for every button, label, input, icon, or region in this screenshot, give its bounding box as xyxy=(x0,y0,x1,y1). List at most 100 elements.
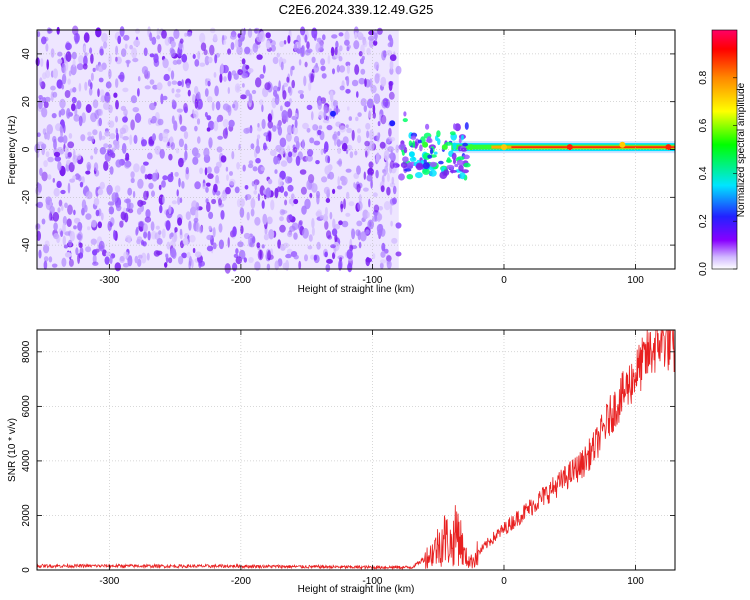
noise-speckle xyxy=(67,151,73,158)
noise-speckle xyxy=(279,137,287,148)
noise-speckle xyxy=(256,134,261,140)
noise-speckle xyxy=(213,120,219,132)
noise-speckle xyxy=(227,48,232,55)
noise-speckle xyxy=(82,189,86,195)
noise-speckle xyxy=(288,86,293,96)
noise-speckle xyxy=(91,219,97,228)
noise-speckle xyxy=(284,176,292,184)
noise-speckle xyxy=(187,89,191,97)
noise-speckle xyxy=(348,201,355,207)
noise-speckle xyxy=(279,40,285,48)
noise-speckle xyxy=(368,109,372,119)
noise-speckle xyxy=(279,216,284,222)
noise-speckle xyxy=(65,60,69,71)
noise-speckle xyxy=(383,150,390,161)
noise-speckle xyxy=(357,128,361,134)
transition-blob xyxy=(456,159,464,166)
y-tick-label: 2000 xyxy=(21,504,32,527)
noise-speckle xyxy=(182,237,189,246)
noise-speckle xyxy=(205,182,211,187)
noise-speckle xyxy=(291,222,299,231)
noise-speckle xyxy=(249,242,255,248)
noise-speckle xyxy=(193,217,199,223)
noise-speckle xyxy=(95,209,100,217)
transition-blob xyxy=(412,156,416,161)
noise-speckle xyxy=(36,230,41,241)
y-tick-label: 0 xyxy=(21,567,32,573)
noise-speckle xyxy=(151,190,155,197)
noise-speckle xyxy=(216,146,223,153)
noise-speckle xyxy=(339,125,346,133)
noise-speckle xyxy=(245,127,253,134)
noise-speckle xyxy=(306,127,311,133)
noise-speckle xyxy=(59,125,63,133)
noise-speckle xyxy=(85,170,91,175)
transition-blob xyxy=(454,163,459,168)
noise-speckle xyxy=(353,40,360,50)
noise-speckle xyxy=(395,144,400,153)
noise-speckle xyxy=(78,115,83,127)
transition-blob xyxy=(457,156,465,161)
noise-speckle xyxy=(272,125,277,132)
noise-speckle xyxy=(254,182,257,191)
noise-speckle xyxy=(247,68,254,73)
noise-speckle xyxy=(78,82,82,92)
noise-speckle xyxy=(286,155,293,164)
noise-speckle xyxy=(365,256,371,267)
x-tick-label: 0 xyxy=(501,576,507,587)
noise-speckle xyxy=(346,249,353,260)
noise-speckle xyxy=(243,257,247,263)
noise-speckle xyxy=(395,65,402,75)
noise-speckle xyxy=(324,251,328,258)
noise-speckle xyxy=(368,30,375,36)
noise-speckle xyxy=(290,193,295,200)
noise-speckle xyxy=(63,123,66,134)
noise-speckle xyxy=(320,58,326,66)
noise-speckle xyxy=(165,253,169,258)
noise-speckle xyxy=(242,251,246,260)
noise-speckle xyxy=(220,155,227,163)
noise-speckle xyxy=(54,156,62,162)
noise-speckle xyxy=(161,131,169,139)
noise-speckle xyxy=(386,260,392,269)
feature-point xyxy=(422,141,429,148)
noise-speckle xyxy=(67,141,75,149)
noise-speckle xyxy=(282,262,288,270)
noise-speckle xyxy=(280,160,288,167)
noise-speckle xyxy=(61,204,64,211)
noise-speckle xyxy=(392,197,397,205)
noise-speckle xyxy=(211,101,215,112)
noise-speckle xyxy=(189,234,196,243)
colorbar-tick-label: 0.0 xyxy=(698,262,709,276)
noise-speckle xyxy=(234,83,241,93)
noise-speckle xyxy=(146,252,150,261)
noise-speckle xyxy=(354,150,358,156)
noise-speckle xyxy=(171,99,176,106)
noise-speckle xyxy=(341,180,347,186)
noise-speckle xyxy=(176,108,183,113)
noise-speckle xyxy=(177,196,181,205)
noise-speckle xyxy=(223,76,227,82)
noise-speckle xyxy=(162,95,168,101)
noise-speckle xyxy=(152,133,156,142)
noise-speckle xyxy=(338,56,343,62)
noise-speckle xyxy=(285,253,292,259)
noise-speckle xyxy=(367,219,375,230)
noise-speckle xyxy=(196,98,203,110)
transition-blob xyxy=(449,131,456,136)
noise-speckle xyxy=(65,42,72,51)
noise-speckle xyxy=(372,192,378,198)
noise-speckle xyxy=(214,54,218,64)
noise-speckle xyxy=(225,186,231,195)
noise-speckle xyxy=(378,206,383,211)
noise-speckle xyxy=(179,38,184,44)
noise-speckle xyxy=(327,164,333,171)
noise-speckle xyxy=(121,48,127,57)
noise-speckle xyxy=(276,123,281,130)
noise-speckle xyxy=(346,46,350,52)
noise-speckle xyxy=(202,182,207,190)
x-tick-label: 0 xyxy=(501,275,507,286)
noise-speckle xyxy=(92,261,99,266)
transition-blob xyxy=(422,168,430,175)
